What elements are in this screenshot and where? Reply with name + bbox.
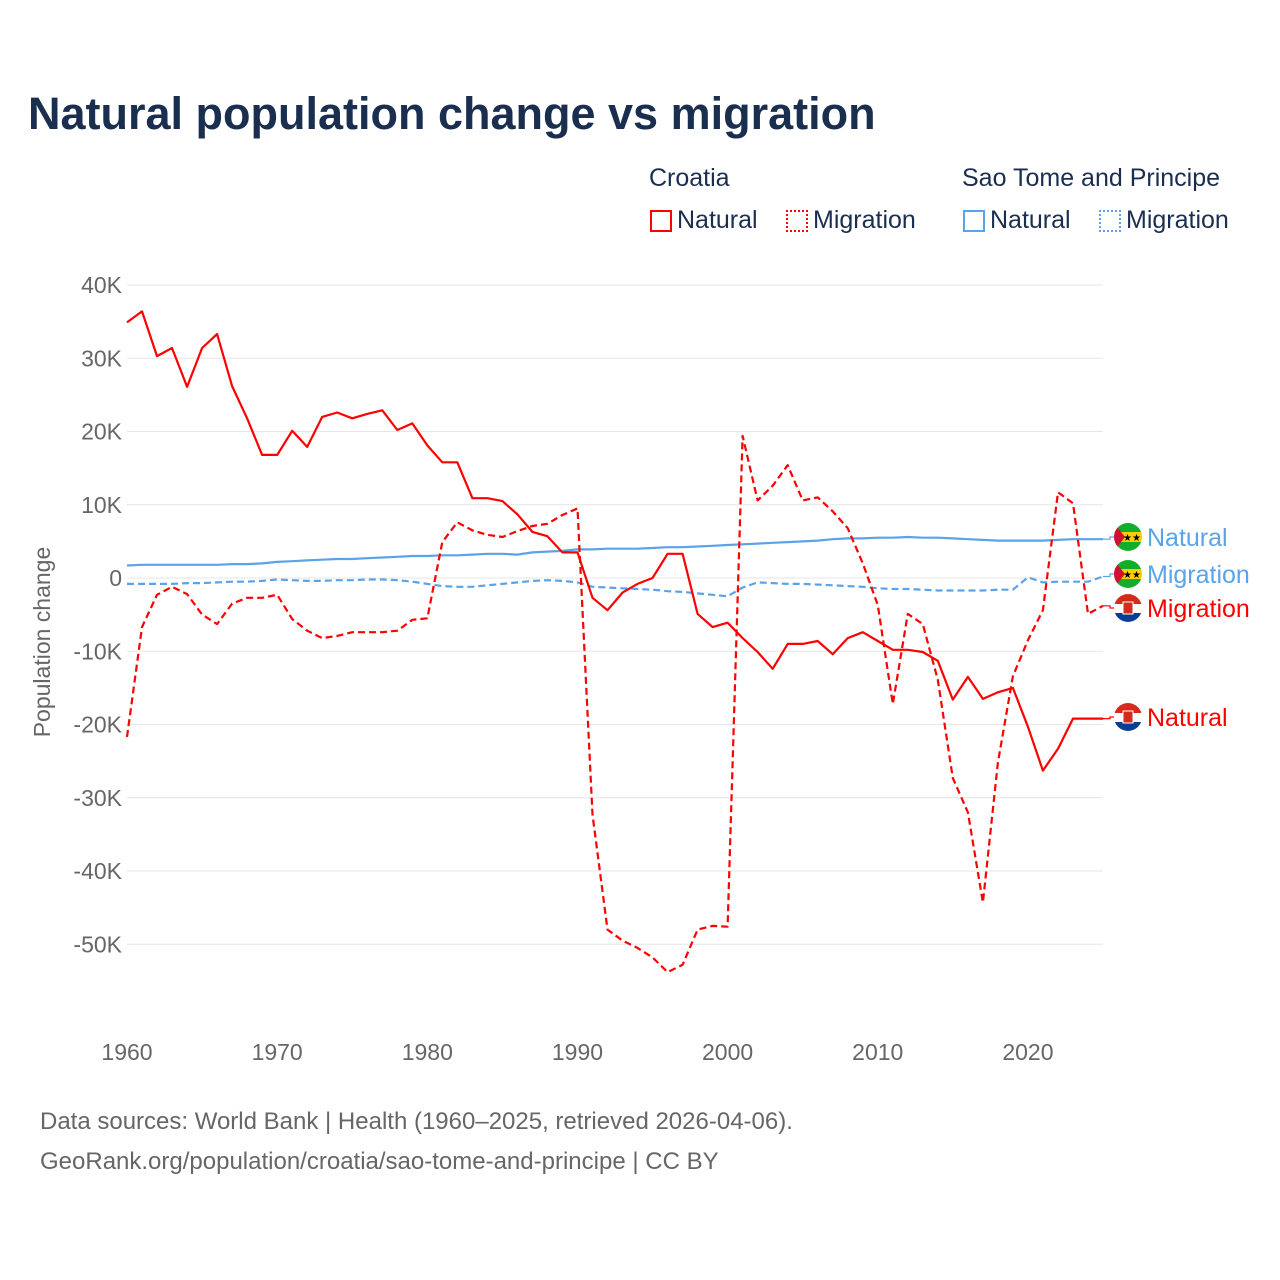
croatia-flag-icon [1114, 594, 1142, 622]
x-tick-label: 2000 [702, 1039, 753, 1065]
footer-link[interactable]: GeoRank.org/population/croatia/sao-tome-… [40, 1148, 719, 1175]
chart-title: Natural population change vs migration [28, 88, 876, 139]
series-line-croatia-natural [126, 310, 1103, 772]
legend-label: Natural [677, 206, 758, 234]
y-tick-label: 40K [81, 272, 123, 298]
x-tick-label: 1960 [101, 1039, 152, 1065]
legend-group-stp: Sao Tome and Principe [962, 164, 1221, 192]
legend-label: Migration [813, 206, 916, 234]
y-axis-label: Population change [29, 547, 55, 738]
x-tick-label: 1980 [402, 1039, 453, 1065]
x-tick-label: 1970 [252, 1039, 303, 1065]
y-tick-label: -20K [73, 712, 122, 738]
end-label-croatia-natural: Natural [1147, 704, 1228, 732]
y-tick-label: -10K [73, 638, 122, 664]
legend-label: Migration [1126, 206, 1229, 234]
svg-text:★★: ★★ [1123, 533, 1141, 544]
legend-swatch [786, 209, 808, 232]
sao-tome-flag-icon: ★★ [1114, 560, 1142, 588]
y-tick-label: 20K [81, 419, 123, 445]
end-label-croatia-migration: Migration [1147, 595, 1250, 623]
series-line-croatia-migration [125, 434, 1104, 974]
croatia-flag-icon [1114, 703, 1142, 731]
legend-stp-migration[interactable]: Migration [1099, 206, 1229, 235]
y-tick-label: -40K [73, 858, 122, 884]
x-tick-label: 2010 [852, 1039, 903, 1065]
end-label-sao-tome-and-principe-migration: Migration [1147, 561, 1250, 589]
x-tick-label: 1990 [552, 1039, 603, 1065]
sao-tome-flag-icon: ★★ [1114, 523, 1142, 551]
legend-stp-natural[interactable]: Natural [963, 206, 1071, 235]
legend-croatia-natural[interactable]: Natural [650, 206, 758, 235]
legend-group-croatia: Croatia [649, 164, 730, 192]
end-label-sao-tome-and-principe-natural: Natural [1147, 524, 1228, 552]
legend-croatia-migration[interactable]: Migration [786, 206, 916, 235]
series-line-sao-tome-and-principe-natural [126, 535, 1103, 567]
footer-sources: Data sources: World Bank | Health (1960–… [40, 1108, 793, 1135]
series-line-sao-tome-and-principe-migration [127, 575, 1104, 598]
legend-swatch [650, 209, 672, 232]
y-tick-label: -50K [73, 931, 122, 957]
y-tick-label: 30K [81, 345, 123, 371]
legend-swatch [963, 209, 985, 232]
x-tick-label: 2020 [1002, 1039, 1053, 1065]
y-tick-label: -30K [73, 785, 122, 811]
svg-text:★★: ★★ [1123, 570, 1141, 581]
legend-swatch [1099, 209, 1121, 232]
y-tick-label: 10K [81, 492, 123, 518]
y-tick-label: 0 [109, 565, 122, 591]
legend-label: Natural [990, 206, 1071, 234]
